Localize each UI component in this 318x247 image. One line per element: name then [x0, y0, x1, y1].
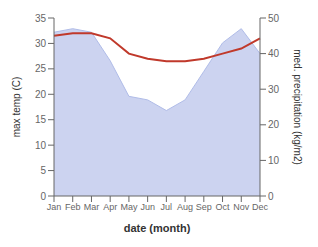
svg-text:40: 40: [268, 48, 280, 59]
svg-text:med. precipitation (kg/m2): med. precipitation (kg/m2): [292, 49, 303, 165]
svg-text:10: 10: [268, 155, 280, 166]
svg-text:May: May: [120, 202, 138, 212]
svg-text:Apr: Apr: [103, 202, 117, 212]
svg-text:Jan: Jan: [47, 202, 62, 212]
svg-text:0: 0: [40, 191, 46, 202]
svg-text:20: 20: [268, 119, 280, 130]
svg-text:Nov: Nov: [233, 202, 250, 212]
svg-text:max temp (C): max temp (C): [11, 77, 22, 138]
svg-text:Dec: Dec: [252, 202, 269, 212]
svg-text:date (month): date (month): [124, 222, 191, 234]
svg-text:Oct: Oct: [216, 202, 231, 212]
svg-text:Aug: Aug: [177, 202, 193, 212]
svg-text:Mar: Mar: [84, 202, 100, 212]
svg-text:30: 30: [268, 84, 280, 95]
svg-text:0: 0: [268, 191, 274, 202]
svg-text:Jun: Jun: [140, 202, 155, 212]
svg-text:20: 20: [35, 89, 47, 100]
svg-text:Sep: Sep: [196, 202, 212, 212]
svg-text:Feb: Feb: [65, 202, 81, 212]
svg-text:5: 5: [40, 165, 46, 176]
svg-text:15: 15: [35, 114, 47, 125]
svg-text:30: 30: [35, 38, 47, 49]
svg-text:25: 25: [35, 63, 47, 74]
svg-text:50: 50: [268, 13, 280, 24]
svg-text:35: 35: [35, 13, 47, 24]
svg-text:10: 10: [35, 140, 47, 151]
svg-text:Jul: Jul: [161, 202, 173, 212]
